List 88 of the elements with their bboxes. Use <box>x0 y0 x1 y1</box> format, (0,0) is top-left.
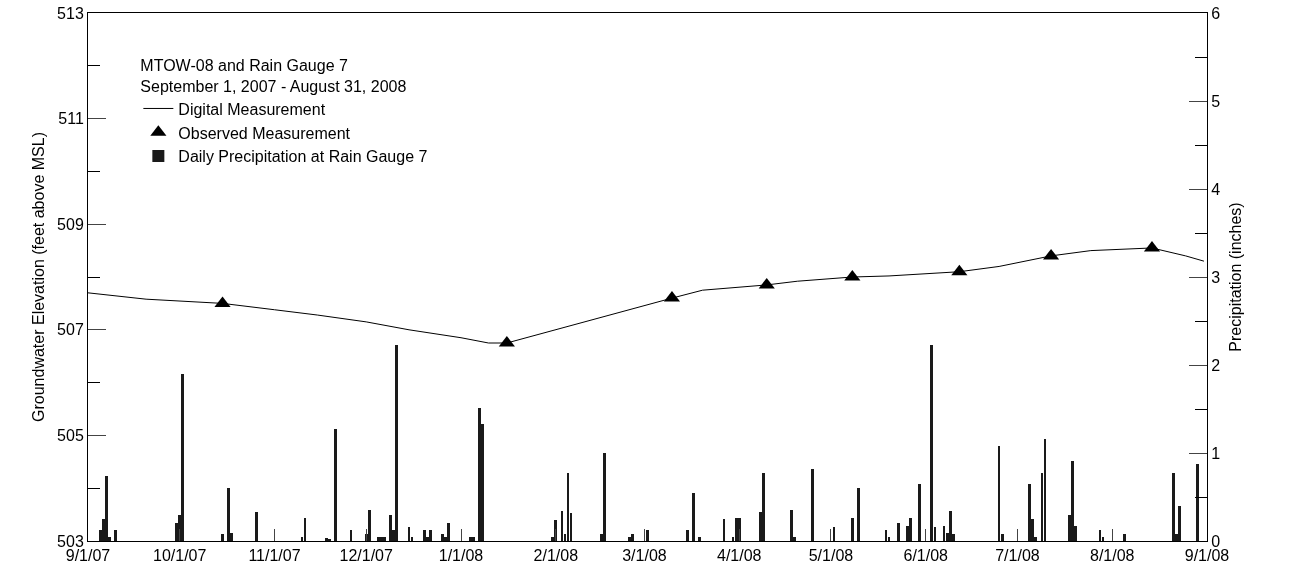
bar <box>1196 464 1199 541</box>
bar <box>930 345 933 541</box>
x-tick-label: 7/1/08 <box>995 547 1040 565</box>
y2-tick-label: 4 <box>1211 180 1221 198</box>
bar <box>1099 530 1101 541</box>
y2-tick-label: 5 <box>1211 92 1221 110</box>
bar <box>1044 439 1046 541</box>
y2-tick-label: 6 <box>1211 4 1221 22</box>
legend-label: Digital Measurement <box>178 100 326 118</box>
x-tick-label: 9/1/08 <box>1184 547 1230 565</box>
x-tick-label: 5/1/08 <box>808 547 854 565</box>
bar <box>304 518 306 541</box>
bar <box>857 488 860 541</box>
x-tick-label: 11/1/07 <box>248 547 301 565</box>
bar <box>851 518 854 541</box>
y2-tick-label: 2 <box>1211 356 1221 374</box>
y2-axis-title: Precipitation (inches) <box>1226 202 1244 352</box>
bar <box>368 510 371 541</box>
x-tick-label: 6/1/08 <box>903 547 949 565</box>
bar <box>698 537 701 541</box>
bar <box>469 537 472 541</box>
bar <box>1178 506 1181 541</box>
bar <box>1123 534 1126 541</box>
bar <box>472 537 475 541</box>
bar <box>567 473 569 541</box>
bar <box>350 530 352 541</box>
point <box>951 264 968 276</box>
bar <box>628 537 631 541</box>
bar <box>441 534 444 541</box>
bar <box>943 526 945 541</box>
y-tick-label: 507 <box>57 321 84 339</box>
bar <box>885 530 887 541</box>
bar <box>377 537 380 541</box>
bar <box>478 408 481 541</box>
bar <box>918 484 921 541</box>
bar <box>897 523 900 541</box>
bar <box>949 511 952 541</box>
x-tick-label: 10/1/07 <box>153 547 207 565</box>
bar <box>762 473 765 541</box>
x-tick-label: 1/1/08 <box>438 547 484 565</box>
bar <box>723 519 725 541</box>
bar <box>334 429 337 541</box>
y2-tick-label: 3 <box>1211 268 1221 286</box>
x-tick-label: 8/1/08 <box>1089 547 1135 565</box>
bar <box>998 446 1000 541</box>
bar <box>255 512 258 541</box>
bar <box>408 527 410 541</box>
x-tick-label: 3/1/08 <box>622 547 667 565</box>
bar <box>909 518 912 541</box>
bar <box>114 530 117 541</box>
bar <box>790 510 793 541</box>
bar <box>692 493 695 541</box>
bar <box>811 469 814 541</box>
bar <box>646 530 649 541</box>
bar <box>631 534 634 541</box>
bar <box>686 530 689 541</box>
legend-title: MTOW-08 and Rain Gauge 7 September 1, 2007 - August 31, 2008 <box>140 56 407 95</box>
bar <box>1172 473 1175 541</box>
bar <box>429 530 432 541</box>
x-tick-label: 12/1/07 <box>339 547 394 565</box>
bar <box>227 488 230 541</box>
bar <box>221 534 224 541</box>
bar <box>1071 461 1074 541</box>
x-tick-label: 9/1/07 <box>65 547 111 565</box>
y2-tick-label: 1 <box>1211 444 1221 462</box>
bar <box>561 511 563 541</box>
bar <box>181 374 184 541</box>
y-axis-title: Groundwater Elevation (feet above MSL) <box>30 132 47 422</box>
bar <box>395 345 398 541</box>
bar <box>105 476 108 541</box>
bar <box>447 523 450 541</box>
x-tick-label: 4/1/08 <box>716 547 762 565</box>
bar <box>423 530 426 541</box>
legend-label: Daily Precipitation at Rain Gauge 7 <box>178 148 428 166</box>
y-tick-label: 513 <box>57 4 84 22</box>
y2-tick-label: 0 <box>1211 532 1221 550</box>
y-tick-label: 505 <box>57 427 84 444</box>
bar <box>603 453 606 541</box>
legend-label: Observed Measurement <box>178 124 351 142</box>
bar <box>1028 484 1031 541</box>
x-tick-label: 2/1/08 <box>533 547 579 565</box>
bar <box>325 538 328 541</box>
y-tick-label: 503 <box>57 532 84 550</box>
point <box>758 277 775 289</box>
y-tick-label: 509 <box>57 215 84 233</box>
bar <box>389 515 392 541</box>
bar <box>383 537 386 541</box>
y-tick-label: 511 <box>58 110 84 128</box>
